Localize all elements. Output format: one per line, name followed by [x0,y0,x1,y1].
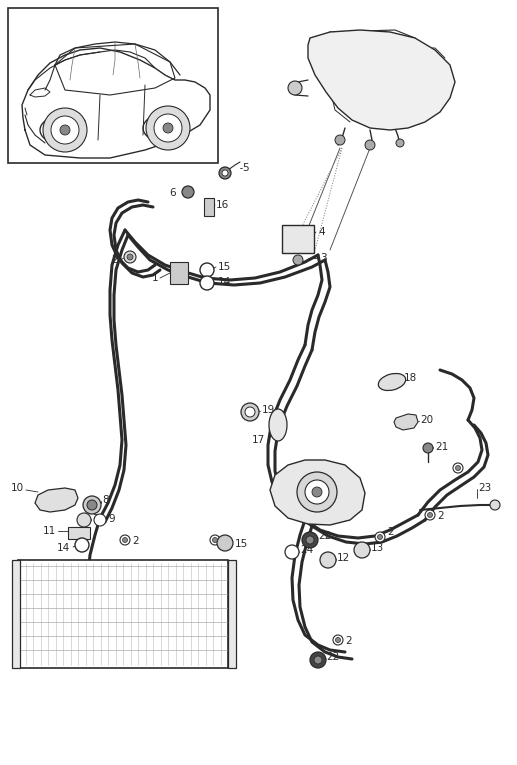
Bar [12,560,20,668]
Circle shape [163,123,173,133]
Text: 14: 14 [57,543,70,553]
Text: 17: 17 [252,435,265,445]
Circle shape [83,496,101,514]
Circle shape [490,500,500,510]
Circle shape [365,140,375,150]
Text: 2: 2 [387,527,393,537]
Polygon shape [35,488,78,512]
Bar [170,262,188,284]
Circle shape [375,532,385,542]
Text: 15: 15 [235,539,248,549]
Circle shape [306,536,314,544]
Bar [204,198,214,216]
Circle shape [241,403,259,421]
Text: 22: 22 [318,531,331,541]
Circle shape [245,407,255,417]
Bar [8,8,218,163]
Circle shape [124,251,136,263]
Circle shape [43,108,87,152]
Circle shape [146,106,190,150]
Circle shape [333,635,343,645]
Circle shape [335,135,345,145]
Circle shape [120,535,130,545]
Text: 9: 9 [108,514,115,524]
Text: 5: 5 [242,163,249,173]
Circle shape [75,538,89,552]
Text: 10: 10 [11,483,24,493]
Circle shape [354,542,370,558]
Circle shape [219,167,231,179]
Circle shape [94,514,106,526]
Text: 2: 2 [437,511,444,521]
Ellipse shape [269,409,287,441]
Text: 11: 11 [43,526,56,536]
Circle shape [336,637,341,643]
Circle shape [285,545,299,559]
Polygon shape [308,30,455,130]
Circle shape [60,125,70,135]
Circle shape [217,535,233,551]
Text: 2: 2 [222,536,229,546]
Text: 2: 2 [111,255,118,265]
Text: 2: 2 [132,536,139,546]
Circle shape [210,535,220,545]
Text: 6: 6 [170,188,176,198]
Bar [228,560,236,668]
Circle shape [305,480,329,504]
Circle shape [288,81,302,95]
Text: 21: 21 [435,442,448,452]
Bar [18,560,228,668]
Circle shape [51,116,79,144]
Circle shape [314,656,322,664]
Circle shape [312,487,322,497]
Circle shape [222,170,228,176]
Circle shape [425,510,435,520]
Circle shape [423,443,433,453]
Circle shape [293,255,303,265]
Text: 3: 3 [320,253,327,263]
Polygon shape [270,460,365,525]
Text: 1: 1 [151,273,158,283]
Bar [68,527,90,539]
Polygon shape [394,414,418,430]
Text: 2: 2 [345,636,352,646]
Circle shape [154,114,182,142]
Text: 24: 24 [300,545,313,555]
Circle shape [87,500,97,510]
Circle shape [77,513,91,527]
Circle shape [377,535,383,539]
Text: 14: 14 [218,277,231,287]
Circle shape [127,254,133,260]
Text: 15: 15 [218,262,231,272]
Text: 19: 19 [262,405,275,415]
Circle shape [320,552,336,568]
Circle shape [200,276,214,290]
Circle shape [453,463,463,473]
Text: 7: 7 [92,514,99,524]
Circle shape [302,532,318,548]
Text: 22: 22 [326,652,339,662]
Text: 16: 16 [216,200,229,210]
Text: 8: 8 [102,495,109,505]
Circle shape [200,263,214,277]
Text: 4: 4 [318,227,325,237]
Circle shape [428,513,433,517]
Ellipse shape [378,373,406,391]
Text: 12: 12 [337,553,350,563]
Circle shape [297,472,337,512]
Text: 13: 13 [371,543,384,553]
Circle shape [123,538,128,542]
Circle shape [212,538,218,542]
Text: 23: 23 [478,483,491,493]
Bar [282,225,314,253]
Circle shape [455,465,461,470]
Text: 18: 18 [404,373,417,383]
Text: 20: 20 [420,415,433,425]
Circle shape [396,139,404,147]
Circle shape [310,652,326,668]
Circle shape [182,186,194,198]
